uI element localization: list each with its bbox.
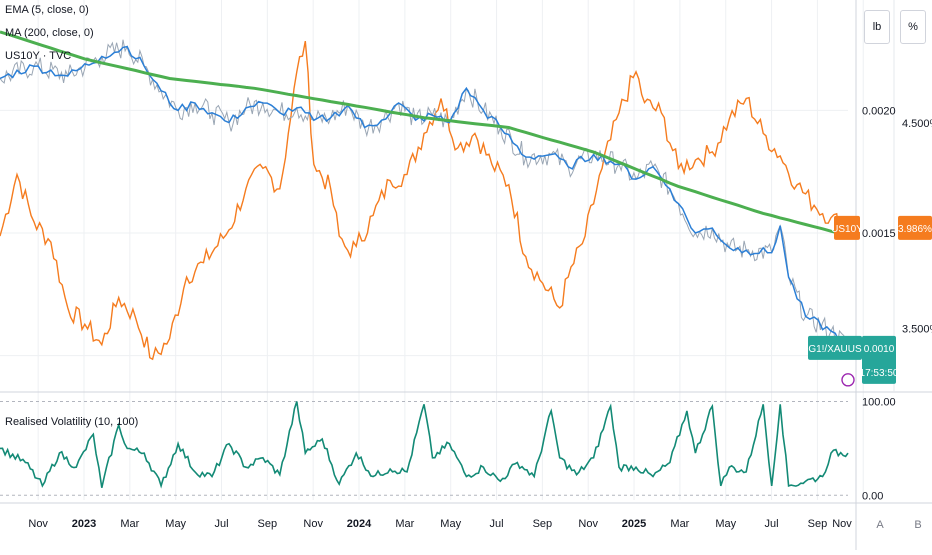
bar-countdown-text: 17:53:50 [860, 368, 899, 379]
yield-axis-label: 3.500% [902, 323, 932, 335]
log-scale-button[interactable]: lb [864, 10, 890, 44]
time-axis-label: 2025 [622, 518, 646, 530]
time-axis-label: Sep [808, 518, 828, 530]
price-name-text: HG1!/XAUUSD [801, 344, 869, 355]
log-scale-bottom-button[interactable]: B [914, 519, 921, 531]
price-value-text: 0.0010 [864, 344, 895, 355]
time-axis-label: Nov [28, 518, 48, 530]
auto-scale-button[interactable]: A [876, 519, 884, 531]
time-axis-label: Mar [120, 518, 139, 530]
legend-ma[interactable]: MA (200, close, 0) [5, 27, 94, 39]
us10y-line [0, 40, 849, 361]
price-name-badge [808, 335, 862, 360]
time-axis-label: Mar [670, 518, 689, 530]
time-axis-label: Sep [258, 518, 278, 530]
volatility-axis-label: 0.00 [862, 490, 883, 502]
time-axis-label: Nov [578, 518, 598, 530]
ma-200-line [0, 30, 849, 237]
time-axis-label: 2023 [72, 518, 96, 530]
time-axis-label: Sep [533, 518, 553, 530]
volatility-line [0, 401, 849, 489]
volatility-axis-label: 100.00 [862, 397, 896, 409]
time-axis-label: Mar [395, 518, 414, 530]
yield-axis-label: 4.500% [902, 118, 932, 130]
price-axis-label: 0.0015 [862, 228, 896, 240]
percent-scale-button[interactable]: % [900, 10, 926, 44]
ema-line [0, 45, 849, 347]
price-value-badge [862, 335, 896, 384]
us10y-name-text: US10Y [831, 224, 863, 235]
us10y-value-text: 3.986% [898, 224, 932, 235]
time-axis-label: Nov [303, 518, 323, 530]
us10y-name-badge [834, 215, 860, 240]
time-axis-label: Nov [832, 518, 852, 530]
time-axis-label: May [715, 518, 736, 530]
time-axis-label: 2024 [347, 518, 372, 530]
price-axis-label: 0.0020 [862, 105, 896, 117]
time-axis-label: May [440, 518, 461, 530]
time-axis-label: May [165, 518, 186, 530]
legend-symbol[interactable]: US10Y · TVC [5, 50, 72, 62]
legend-ema[interactable]: EMA (5, close, 0) [5, 4, 89, 16]
countdown-icon [841, 373, 855, 387]
time-axis-label: Jul [765, 518, 779, 530]
time-axis-label: Jul [490, 518, 504, 530]
us10y-value-badge [898, 215, 932, 240]
volatility-title: Realised Volatility (10, 100) [5, 416, 138, 428]
time-axis-label: Jul [214, 518, 228, 530]
